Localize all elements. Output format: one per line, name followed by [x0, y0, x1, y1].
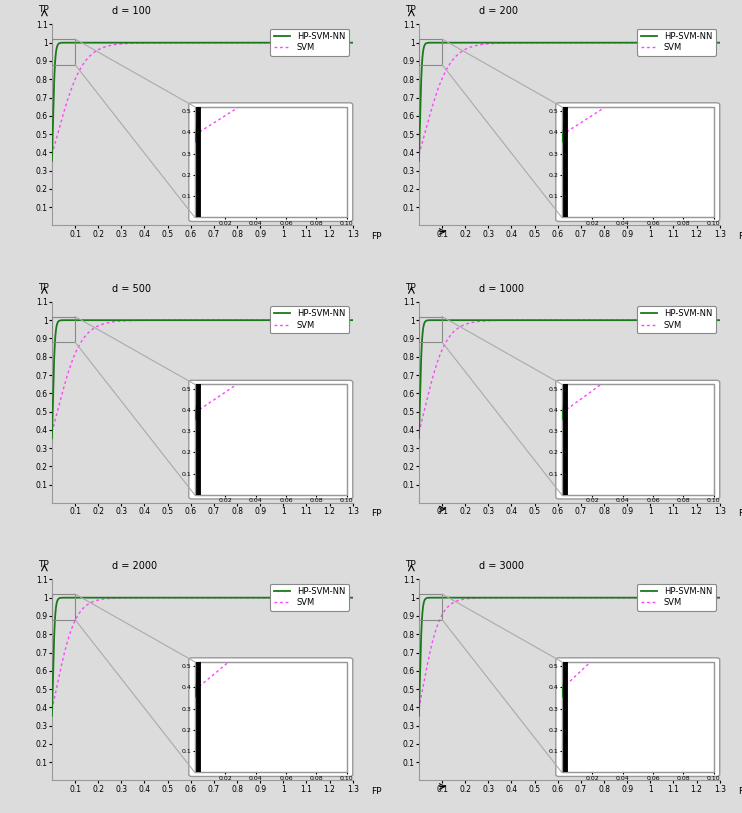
Text: FP: FP: [371, 232, 381, 241]
Bar: [52, 39, 75, 64]
Legend: HP-SVM-NN, SVM: HP-SVM-NN, SVM: [270, 584, 349, 611]
Text: TP: TP: [405, 6, 416, 15]
Bar: [419, 39, 442, 64]
Text: d = 3000: d = 3000: [479, 561, 524, 572]
FancyBboxPatch shape: [188, 102, 352, 221]
Bar: [52, 594, 75, 620]
Text: FP: FP: [371, 509, 381, 518]
Text: d = 2000: d = 2000: [112, 561, 157, 572]
Bar: [52, 316, 75, 342]
Text: FP: FP: [738, 509, 742, 518]
Legend: HP-SVM-NN, SVM: HP-SVM-NN, SVM: [270, 306, 349, 333]
Text: FP: FP: [738, 232, 742, 241]
FancyBboxPatch shape: [556, 658, 720, 776]
Bar: [419, 594, 442, 620]
FancyBboxPatch shape: [556, 380, 720, 499]
Text: d = 100: d = 100: [112, 7, 151, 16]
FancyBboxPatch shape: [188, 380, 352, 499]
Text: FP: FP: [371, 786, 381, 795]
Legend: HP-SVM-NN, SVM: HP-SVM-NN, SVM: [637, 584, 715, 611]
Text: TP: TP: [405, 560, 416, 569]
Text: TP: TP: [39, 6, 49, 15]
Text: TP: TP: [39, 283, 49, 292]
Legend: HP-SVM-NN, SVM: HP-SVM-NN, SVM: [637, 28, 715, 56]
Legend: HP-SVM-NN, SVM: HP-SVM-NN, SVM: [270, 28, 349, 56]
Text: FP: FP: [738, 786, 742, 795]
Text: d = 200: d = 200: [479, 7, 518, 16]
Text: d = 1000: d = 1000: [479, 284, 524, 293]
Text: d = 500: d = 500: [112, 284, 151, 293]
Bar: [419, 316, 442, 342]
FancyBboxPatch shape: [188, 658, 352, 776]
Legend: HP-SVM-NN, SVM: HP-SVM-NN, SVM: [637, 306, 715, 333]
FancyBboxPatch shape: [556, 102, 720, 221]
Text: TP: TP: [39, 560, 49, 569]
Text: TP: TP: [405, 283, 416, 292]
